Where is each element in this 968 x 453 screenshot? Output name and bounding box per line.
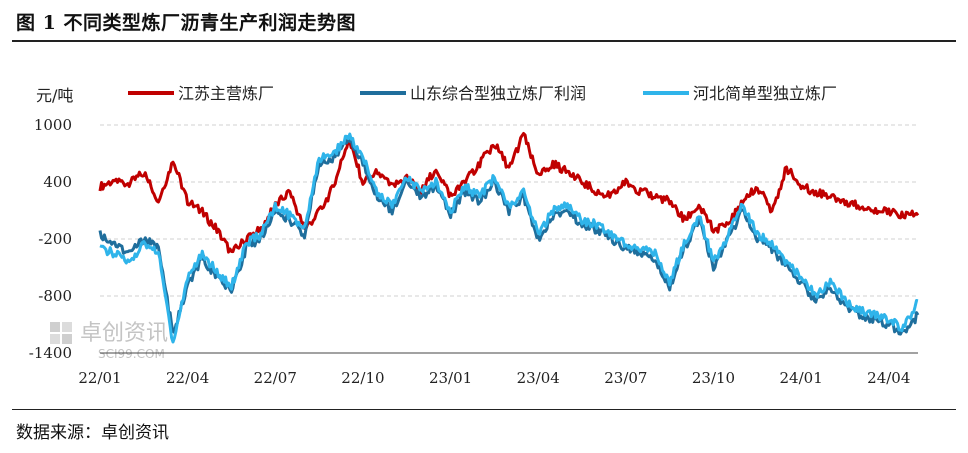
x-tick-label: 24/04 <box>867 369 910 387</box>
series-lines <box>98 132 920 344</box>
y-axis-ticks: 1000 400 -200 -800 -1400 <box>29 116 72 362</box>
y-axis-unit: 元/吨 <box>36 86 73 105</box>
x-tick-label: 23/07 <box>604 369 647 387</box>
footer-rule <box>12 409 956 410</box>
x-tick-label: 23/10 <box>692 369 735 387</box>
y-tick-label: 1000 <box>34 116 72 134</box>
x-tick-label: 24/01 <box>780 369 823 387</box>
watermark-square-2 <box>62 322 72 332</box>
legend-label: 江苏主营炼厂 <box>178 84 274 103</box>
watermark-square-1 <box>50 322 60 332</box>
y-tick-label: -200 <box>38 230 72 248</box>
figure-title: 图 1 不同类型炼厂沥青生产利润走势图 <box>16 12 356 34</box>
x-tick-label: 23/04 <box>517 369 560 387</box>
watermark-site: SCI99.COM <box>98 347 165 361</box>
watermark-square-4 <box>62 334 72 344</box>
y-tick-label: 400 <box>43 173 72 191</box>
title-rule <box>12 40 956 42</box>
legend-label: 山东综合型独立炼厂利润 <box>410 84 586 103</box>
x-axis-ticks: 22/01 22/04 22/07 22/10 23/01 23/04 23/07 23/10… <box>78 369 910 387</box>
x-tick-label: 22/04 <box>166 369 209 387</box>
watermark-square-3 <box>50 334 60 344</box>
watermark-name: 卓创资讯 <box>80 321 168 346</box>
x-tick-label: 22/01 <box>78 369 121 387</box>
watermark-logo: 卓创资讯 SCI99.COM <box>50 321 168 361</box>
series-line-1 <box>98 132 920 254</box>
y-tick-label: -1400 <box>29 344 72 362</box>
x-tick-label: 23/01 <box>429 369 472 387</box>
data-source: 数据来源：卓创资讯 <box>16 423 169 443</box>
legend: 江苏主营炼厂 山东综合型独立炼厂利润 河北简单型独立炼厂 <box>128 84 837 103</box>
x-tick-label: 22/07 <box>254 369 297 387</box>
series-line-3 <box>99 132 919 344</box>
y-tick-label: -800 <box>38 287 72 305</box>
legend-label: 河北简单型独立炼厂 <box>693 84 837 103</box>
x-tick-label: 22/10 <box>341 369 384 387</box>
